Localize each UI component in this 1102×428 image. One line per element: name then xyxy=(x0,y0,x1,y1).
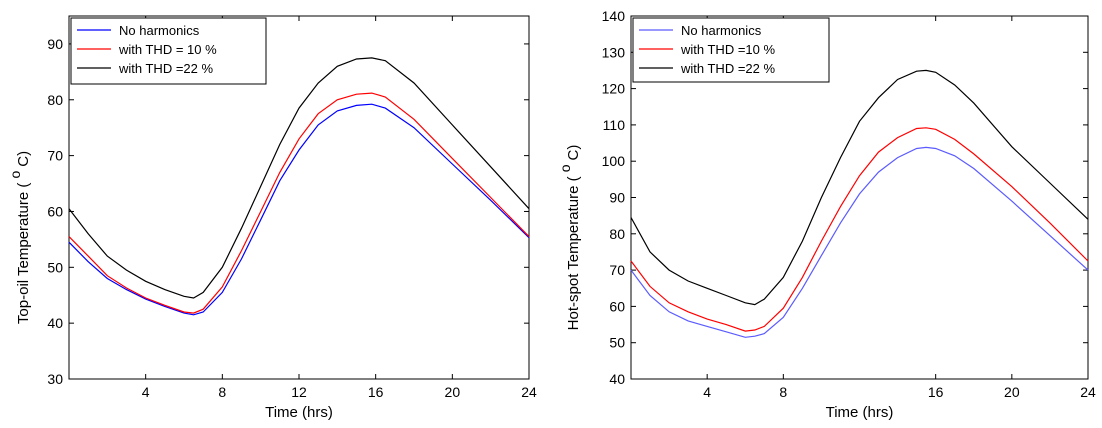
y-tick-label: 60 xyxy=(609,298,625,314)
x-tick-label: 20 xyxy=(445,384,461,400)
y-tick-label: 110 xyxy=(603,117,626,133)
legend-label-2: with THD = 10 % xyxy=(118,42,217,57)
series-line-1 xyxy=(630,146,1089,338)
legend-box xyxy=(632,17,830,83)
y-tick-label: 50 xyxy=(47,259,63,275)
legend-label-2: with THD =10 % xyxy=(680,42,775,57)
x-tick-label: 8 xyxy=(779,384,787,400)
series-line-1 xyxy=(68,103,530,316)
y-axis-label: Hot-spot Temperature ( o C) xyxy=(557,145,582,331)
x-tick-label: 24 xyxy=(521,384,537,400)
x-tick-label: 12 xyxy=(291,384,307,400)
y-tick-label: 80 xyxy=(47,92,63,108)
legend-box xyxy=(70,17,267,85)
x-axis-label: Time (hrs) xyxy=(265,404,333,421)
chart-panel-2: 40 50 60 70 80 90 100 110 120 130 140 4 8 16 20 24 No ha… xyxy=(557,8,1096,421)
y-tick-label: 120 xyxy=(602,81,626,97)
legend: No harmonics with THD =10 % with THD =22 % xyxy=(632,17,830,83)
y-tick-label: 70 xyxy=(609,262,625,278)
series-line-3 xyxy=(630,69,1089,306)
y-axis-label-main: Top-oil Temperature ( xyxy=(15,178,32,324)
chart-panel-1: 30 40 50 60 70 80 90 4 8 12 16 20 24 No harmonics with… xyxy=(7,15,537,421)
legend-label-1: No harmonics xyxy=(681,23,762,38)
y-tick-label: 40 xyxy=(47,315,63,331)
y-tick-label: 90 xyxy=(47,36,63,52)
x-tick-label: 4 xyxy=(703,384,711,400)
legend-label-1: No harmonics xyxy=(119,23,200,38)
y-axis-label-unit: C) xyxy=(565,145,582,161)
x-tick-label: 16 xyxy=(368,384,384,400)
series-line-3 xyxy=(68,57,530,299)
y-tick-label: 140 xyxy=(602,8,626,24)
y-axis-label: Top-oil Temperature ( o C) xyxy=(7,151,32,324)
legend-label-3: with THD =22 % xyxy=(118,61,213,76)
legend: No harmonics with THD = 10 % with THD =22 … xyxy=(70,17,267,85)
y-tick-label: 130 xyxy=(602,44,626,60)
y-axis-label-degree: o xyxy=(7,167,23,179)
series-line-2 xyxy=(68,92,530,314)
y-tick-label: 90 xyxy=(609,190,625,206)
y-axis-label-unit: C) xyxy=(15,151,32,167)
y-tick-label: 80 xyxy=(609,226,625,242)
x-tick-label: 16 xyxy=(928,384,944,400)
y-tick-label: 100 xyxy=(602,153,626,169)
series-line-2 xyxy=(630,127,1089,332)
y-tick-label: 30 xyxy=(47,371,63,387)
y-tick-label: 70 xyxy=(47,148,63,164)
x-tick-label: 8 xyxy=(218,384,226,400)
y-tick-label: 50 xyxy=(609,335,625,351)
x-tick-label: 20 xyxy=(1004,384,1020,400)
legend-label-3: with THD =22 % xyxy=(680,61,775,76)
x-axis-label: Time (hrs) xyxy=(826,404,894,421)
y-tick-label: 60 xyxy=(47,203,63,219)
y-tick-label: 40 xyxy=(609,371,625,387)
x-tick-label: 4 xyxy=(142,384,150,400)
y-axis-label-degree: o xyxy=(557,161,573,173)
x-tick-label: 24 xyxy=(1080,384,1096,400)
y-axis-label-main: Hot-spot Temperature ( xyxy=(565,172,582,330)
